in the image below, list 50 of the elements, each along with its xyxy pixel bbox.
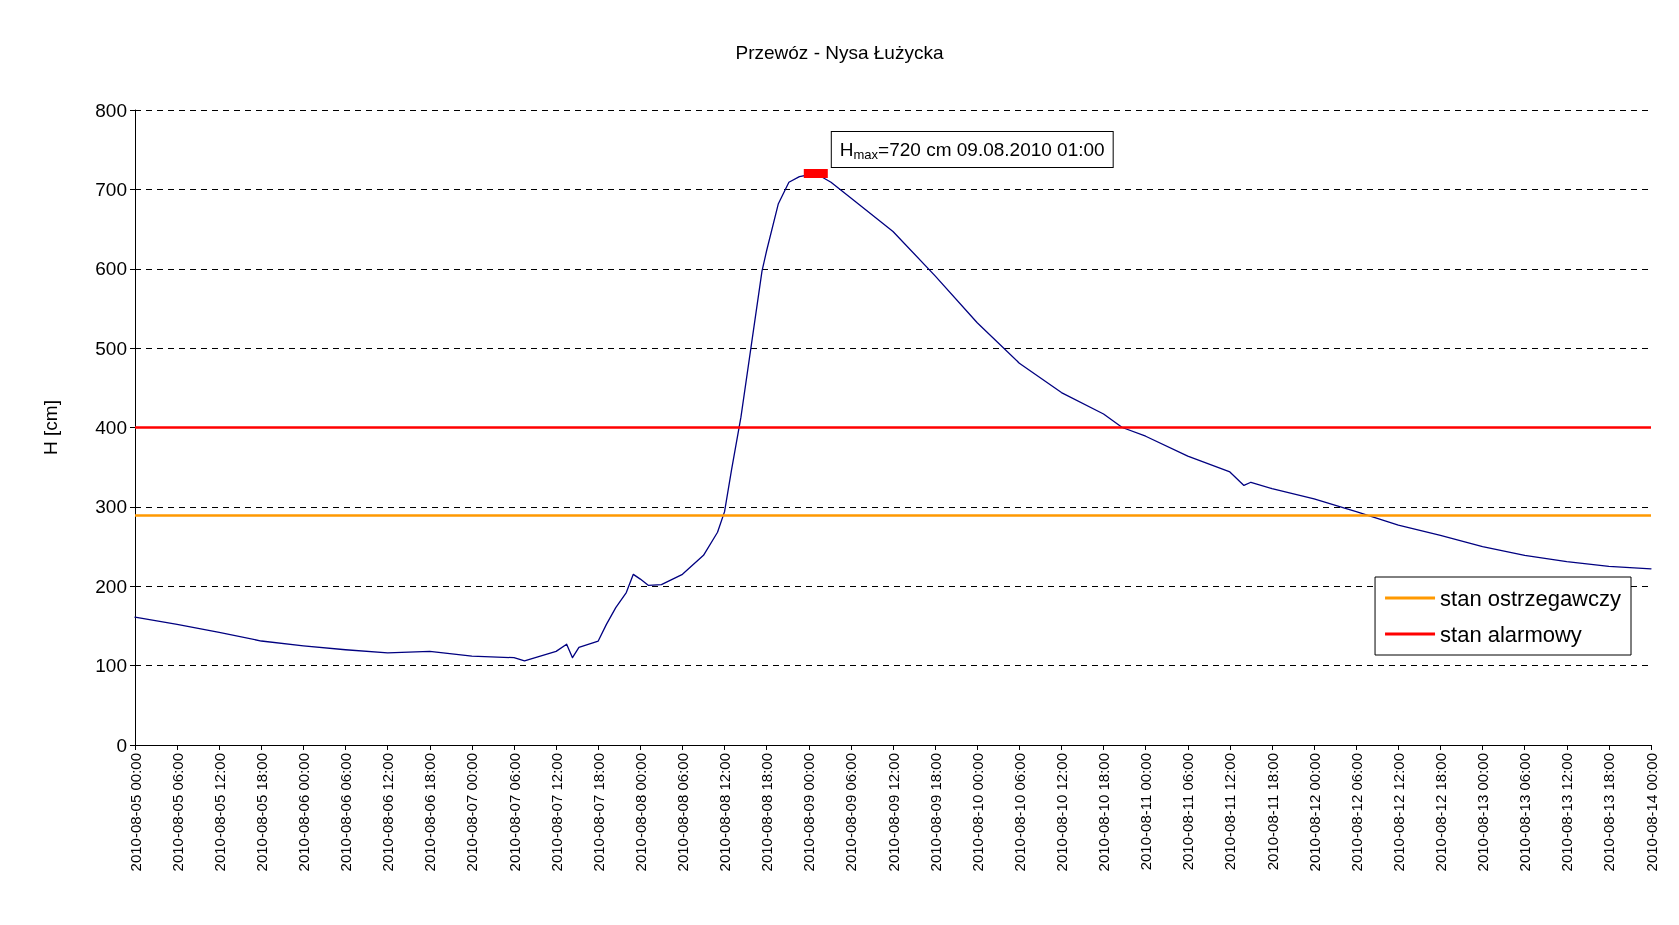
x-tick-label: 2010-08-08 18:00 (758, 753, 776, 872)
x-tick-label: 2010-08-13 12:00 (1558, 753, 1576, 872)
x-tick-label: 2010-08-12 18:00 (1431, 753, 1449, 872)
x-tick-label: 2010-08-07 06:00 (505, 753, 523, 872)
x-tick-label: 2010-08-12 12:00 (1389, 753, 1407, 872)
x-tick-label: 2010-08-05 12:00 (210, 753, 228, 872)
chart-title: Przewóz - Nysa Łużycka (735, 42, 944, 63)
y-tick-label: 100 (95, 655, 127, 677)
x-tick-label: 2010-08-06 12:00 (379, 753, 397, 872)
x-tick-label: 2010-08-13 06:00 (1516, 753, 1534, 872)
x-tick-label: 2010-08-09 18:00 (926, 753, 944, 872)
y-tick-label: 300 (95, 496, 127, 518)
x-tick-label: 2010-08-08 12:00 (716, 753, 734, 872)
x-tick-label: 2010-08-07 00:00 (463, 753, 481, 872)
x-tick-label: 2010-08-11 18:00 (1263, 753, 1281, 871)
y-tick-label: 600 (95, 258, 127, 280)
y-tick-label: 400 (95, 417, 127, 438)
x-tick-label: 2010-08-09 06:00 (842, 753, 860, 872)
x-tick-label: 2010-08-14 00:00 (1642, 753, 1660, 872)
x-tick-label: 2010-08-10 18:00 (1095, 753, 1113, 872)
x-tick-label: 2010-08-10 06:00 (1010, 753, 1028, 872)
y-tick-label: 500 (95, 337, 127, 359)
x-tick-label: 2010-08-11 00:00 (1137, 753, 1155, 871)
y-tick-label: 0 (116, 734, 127, 756)
y-tick-label: 200 (95, 575, 127, 597)
x-tick-label: 2010-08-06 18:00 (421, 753, 439, 872)
x-tick-label: 2010-08-08 00:00 (631, 753, 649, 872)
x-tick-label: 2010-08-12 06:00 (1347, 753, 1365, 872)
x-tick-label: 2010-08-09 00:00 (800, 753, 818, 872)
x-tick-label: 2010-08-05 06:00 (168, 753, 186, 872)
x-tick-label: 2010-08-05 00:00 (126, 753, 144, 872)
x-tick-label: 2010-08-11 06:00 (1179, 753, 1197, 871)
x-tick-label: 2010-08-10 00:00 (968, 753, 986, 872)
y-axis-title: H [cm] (40, 400, 61, 455)
x-tick-label: 2010-08-06 06:00 (337, 753, 355, 872)
legend-label: stan ostrzegawczy (1440, 585, 1622, 611)
x-tick-label: 2010-08-07 12:00 (547, 753, 565, 872)
x-tick-label: 2010-08-11 12:00 (1221, 753, 1239, 871)
x-tick-label: 2010-08-10 12:00 (1052, 753, 1070, 872)
legend-label: stan alarmowy (1440, 621, 1582, 647)
y-tick-label: 700 (95, 178, 127, 200)
x-tick-label: 2010-08-07 18:00 (589, 753, 607, 872)
x-tick-label: 2010-08-06 00:00 (294, 753, 312, 872)
x-tick-label: 2010-08-09 12:00 (884, 753, 902, 872)
x-tick-label: 2010-08-13 00:00 (1474, 753, 1492, 872)
x-tick-label: 2010-08-05 18:00 (252, 753, 270, 872)
x-tick-label: 2010-08-13 18:00 (1600, 753, 1618, 872)
x-tick-label: 2010-08-08 06:00 (673, 753, 691, 872)
x-tick-label: 2010-08-12 00:00 (1305, 753, 1323, 872)
y-tick-label: 800 (95, 99, 127, 121)
